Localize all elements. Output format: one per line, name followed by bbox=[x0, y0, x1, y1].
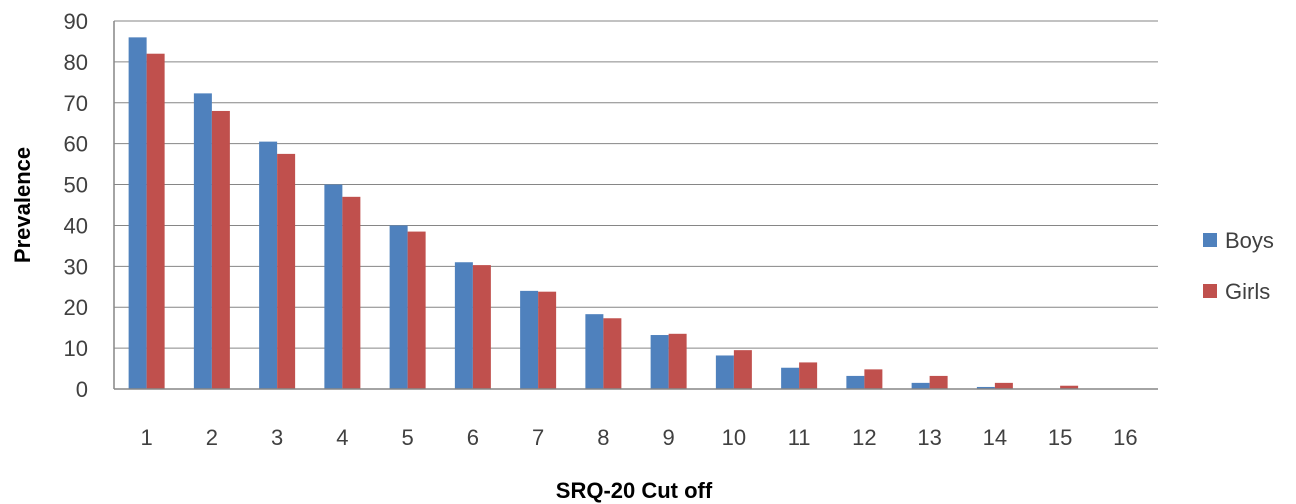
y-tick-label: 70 bbox=[64, 91, 88, 116]
x-tick-label: 13 bbox=[917, 425, 941, 450]
x-tick-label: 4 bbox=[336, 425, 348, 450]
x-tick-label: 8 bbox=[597, 425, 609, 450]
bar-boys-11 bbox=[781, 367, 800, 389]
x-tick-label: 15 bbox=[1048, 425, 1072, 450]
bar-girls-1 bbox=[146, 53, 165, 389]
legend-label-boys: Boys bbox=[1225, 228, 1274, 253]
y-tick-label: 20 bbox=[64, 295, 88, 320]
x-tick-label: 16 bbox=[1113, 425, 1137, 450]
x-tick-label: 5 bbox=[402, 425, 414, 450]
x-axis-title: SRQ-20 Cut off bbox=[556, 478, 713, 503]
bar-boys-10 bbox=[715, 355, 734, 389]
bar-boys-3 bbox=[259, 141, 278, 389]
x-tick-label: 7 bbox=[532, 425, 544, 450]
bar-girls-8 bbox=[603, 318, 622, 389]
bar-girls-10 bbox=[733, 350, 752, 389]
y-tick-label: 50 bbox=[64, 173, 88, 198]
x-tick-label: 1 bbox=[141, 425, 153, 450]
x-tick-label: 6 bbox=[467, 425, 479, 450]
x-tick-labels: 1 2 3 4 5 6 7 8 9 10 11 12 13 14 15 16 bbox=[141, 425, 1138, 450]
bar-boys-4 bbox=[324, 184, 343, 389]
x-tick-label: 3 bbox=[271, 425, 283, 450]
bar-girls-11 bbox=[799, 362, 818, 389]
y-tick-labels: 0 10 20 30 40 50 60 70 80 90 bbox=[64, 9, 88, 402]
bar-boys-8 bbox=[585, 314, 604, 389]
legend-swatch-girls bbox=[1203, 284, 1217, 298]
x-tick-label: 11 bbox=[788, 425, 811, 450]
bar-girls-12 bbox=[864, 369, 883, 389]
x-tick-label: 9 bbox=[663, 425, 675, 450]
bar-boys-6 bbox=[454, 262, 473, 389]
legend-swatch-boys bbox=[1203, 233, 1217, 247]
bar-boys-7 bbox=[520, 290, 539, 389]
x-tick-label: 12 bbox=[852, 425, 876, 450]
bar-girls-9 bbox=[668, 333, 687, 389]
bar-boys-9 bbox=[650, 335, 669, 389]
bar-boys-5 bbox=[389, 225, 408, 389]
legend-label-girls: Girls bbox=[1225, 279, 1270, 304]
y-axis-title: Prevalence bbox=[10, 147, 35, 263]
bar-boys-14 bbox=[976, 386, 995, 389]
bar-girls-7 bbox=[538, 291, 557, 389]
y-tick-label: 40 bbox=[64, 213, 88, 238]
x-tick-label: 14 bbox=[983, 425, 1007, 450]
bar-boys-2 bbox=[193, 93, 212, 389]
y-tick-label: 30 bbox=[64, 254, 88, 279]
bar-girls-6 bbox=[472, 265, 491, 389]
bar-girls-13 bbox=[929, 375, 948, 389]
bars bbox=[128, 37, 1079, 389]
y-tick-label: 10 bbox=[64, 336, 88, 361]
bar-girls-5 bbox=[407, 231, 426, 389]
bar-girls-14 bbox=[994, 382, 1013, 389]
y-tick-label: 0 bbox=[76, 377, 88, 402]
bar-boys-1 bbox=[128, 37, 147, 389]
bar-boys-13 bbox=[911, 382, 930, 389]
bar-girls-3 bbox=[277, 153, 296, 389]
bar-girls-2 bbox=[211, 110, 230, 389]
x-tick-label: 2 bbox=[206, 425, 218, 450]
legend: Boys Girls bbox=[1203, 228, 1274, 304]
bar-girls-4 bbox=[342, 196, 361, 389]
bar-girls-15 bbox=[1060, 385, 1079, 389]
x-tick-label: 10 bbox=[722, 425, 746, 450]
y-tick-label: 80 bbox=[64, 50, 88, 75]
bar-boys-12 bbox=[846, 375, 865, 389]
y-tick-label: 60 bbox=[64, 132, 88, 157]
y-tick-label: 90 bbox=[64, 9, 88, 34]
